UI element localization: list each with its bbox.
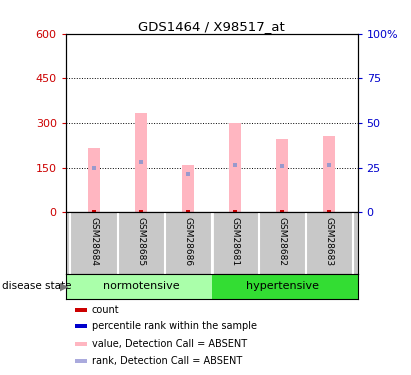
Bar	[212, 274, 358, 299]
Text: GSM28682: GSM28682	[278, 217, 287, 266]
Point	[138, 159, 144, 165]
Point	[279, 209, 286, 214]
Point	[326, 162, 332, 168]
Point	[185, 209, 192, 214]
Text: disease state: disease state	[2, 281, 72, 291]
Bar	[74, 359, 88, 363]
Bar	[88, 148, 100, 212]
Bar	[229, 123, 241, 212]
Bar	[276, 140, 288, 212]
Bar	[74, 308, 88, 312]
Point	[185, 171, 192, 177]
Text: GSM28681: GSM28681	[231, 217, 240, 266]
Text: rank, Detection Call = ABSENT: rank, Detection Call = ABSENT	[92, 356, 242, 366]
Text: GSM28685: GSM28685	[136, 217, 145, 266]
Point	[279, 163, 286, 169]
Text: GSM28686: GSM28686	[184, 217, 193, 266]
Bar	[135, 112, 147, 212]
Point	[232, 209, 238, 214]
Bar	[182, 165, 194, 212]
Text: percentile rank within the sample: percentile rank within the sample	[92, 321, 257, 331]
Point	[91, 209, 97, 214]
Point	[232, 162, 238, 168]
Bar	[323, 135, 335, 212]
Point	[91, 165, 97, 171]
Text: count: count	[92, 304, 119, 315]
Text: GSM28684: GSM28684	[90, 217, 99, 266]
Title: GDS1464 / X98517_at: GDS1464 / X98517_at	[138, 20, 285, 33]
Point	[138, 209, 144, 214]
Bar	[74, 342, 88, 346]
Text: normotensive: normotensive	[103, 281, 179, 291]
Text: value, Detection Call = ABSENT: value, Detection Call = ABSENT	[92, 339, 247, 349]
Text: hypertensive: hypertensive	[246, 281, 319, 291]
Point	[326, 209, 332, 214]
Text: GSM28683: GSM28683	[325, 217, 334, 266]
Bar	[66, 274, 212, 299]
Bar	[74, 324, 88, 328]
Text: ▶: ▶	[60, 281, 68, 291]
